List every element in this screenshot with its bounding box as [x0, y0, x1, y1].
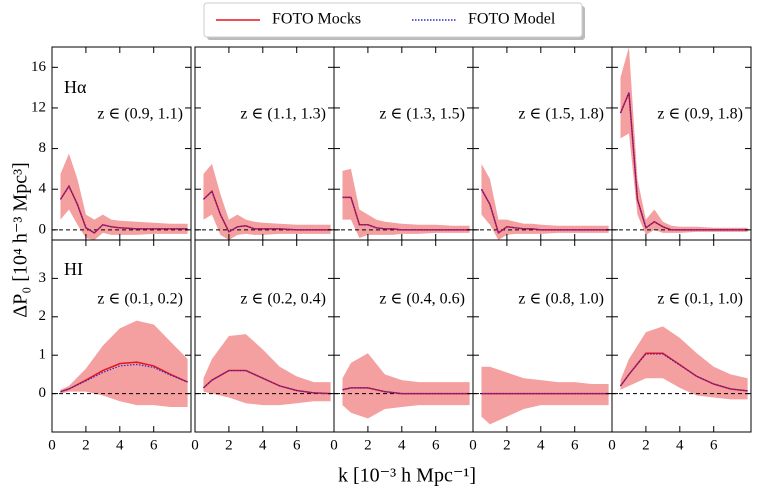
row-label: HI — [64, 259, 83, 279]
y-tick-label: 2 — [39, 308, 47, 324]
y-tick-label: 0 — [39, 221, 47, 237]
error-band — [342, 168, 470, 238]
x-tick-label: 4 — [398, 437, 406, 453]
x-tick-label: 4 — [676, 437, 684, 453]
panel-label: z ∈ (0.1, 1.0) — [657, 291, 743, 308]
x-tick-label: 0 — [330, 437, 338, 453]
y-tick-label: 12 — [31, 99, 46, 115]
x-tick-label: 2 — [642, 437, 650, 453]
legend-label: FOTO Model — [468, 11, 556, 28]
x-tick-label: 6 — [150, 437, 158, 453]
x-tick-label: 2 — [364, 437, 372, 453]
model-line — [203, 190, 331, 233]
error-band — [481, 366, 609, 425]
x-tick-label: 0 — [48, 437, 56, 453]
model-line — [619, 353, 748, 392]
model-line — [60, 363, 188, 393]
y-tick-label: 16 — [31, 59, 47, 75]
panel-label: z ∈ (0.1, 0.2) — [97, 291, 183, 308]
panel-label: z ∈ (0.8, 1.0) — [518, 291, 604, 308]
panel-label: z ∈ (1.5, 1.8) — [518, 106, 604, 123]
y-tick-label: 3 — [39, 270, 47, 286]
y-tick-label: 4 — [39, 181, 47, 197]
y-tick-label: 8 — [39, 140, 47, 156]
legend-box — [203, 2, 583, 38]
y-tick-label: 0 — [39, 385, 47, 401]
x-tick-label: 2 — [82, 437, 90, 453]
panel-label: z ∈ (1.1, 1.3) — [240, 106, 326, 123]
x-tick-label: 4 — [259, 437, 267, 453]
panel-frame — [51, 239, 192, 433]
x-tick-label: 4 — [537, 437, 545, 453]
error-band — [60, 153, 188, 240]
error-band — [481, 163, 609, 240]
x-tick-label: 0 — [191, 437, 199, 453]
panel-label: z ∈ (0.9, 1.1) — [97, 106, 183, 123]
x-tick-label: 4 — [116, 437, 124, 453]
error-band — [203, 163, 331, 240]
error-band — [203, 334, 331, 406]
panel-frame — [611, 239, 752, 433]
x-tick-label: 6 — [571, 437, 579, 453]
x-tick-label: 0 — [608, 437, 616, 453]
x-tick-label: 6 — [293, 437, 301, 453]
x-tick-label: 6 — [432, 437, 440, 453]
error-band — [620, 326, 748, 400]
model-line — [342, 196, 470, 231]
x-tick-label: 2 — [503, 437, 511, 453]
panel-label: z ∈ (1.3, 1.5) — [379, 106, 465, 123]
model-line — [59, 184, 188, 234]
y-axis-label: ΔP₀ [10⁴ h⁻³ Mpc³] — [10, 162, 32, 317]
row-label: Hα — [64, 77, 87, 97]
model-line — [203, 369, 331, 395]
panel-label: z ∈ (0.4, 0.6) — [379, 291, 465, 308]
panel-label: z ∈ (0.2, 0.4) — [240, 291, 326, 308]
x-tick-label: 6 — [710, 437, 718, 453]
error-band — [342, 353, 470, 419]
x-axis-label: k [10⁻³ h Mpc⁻¹] — [338, 465, 476, 487]
mocks-line — [619, 352, 748, 392]
x-tick-label: 2 — [225, 437, 233, 453]
model-line — [619, 92, 748, 231]
legend-label: FOTO Mocks — [272, 11, 361, 28]
y-tick-label: 1 — [39, 347, 47, 363]
panel-label: z ∈ (0.9, 1.8) — [657, 106, 743, 123]
x-tick-label: 0 — [469, 437, 477, 453]
model-line — [342, 387, 470, 395]
model-line — [480, 188, 609, 234]
